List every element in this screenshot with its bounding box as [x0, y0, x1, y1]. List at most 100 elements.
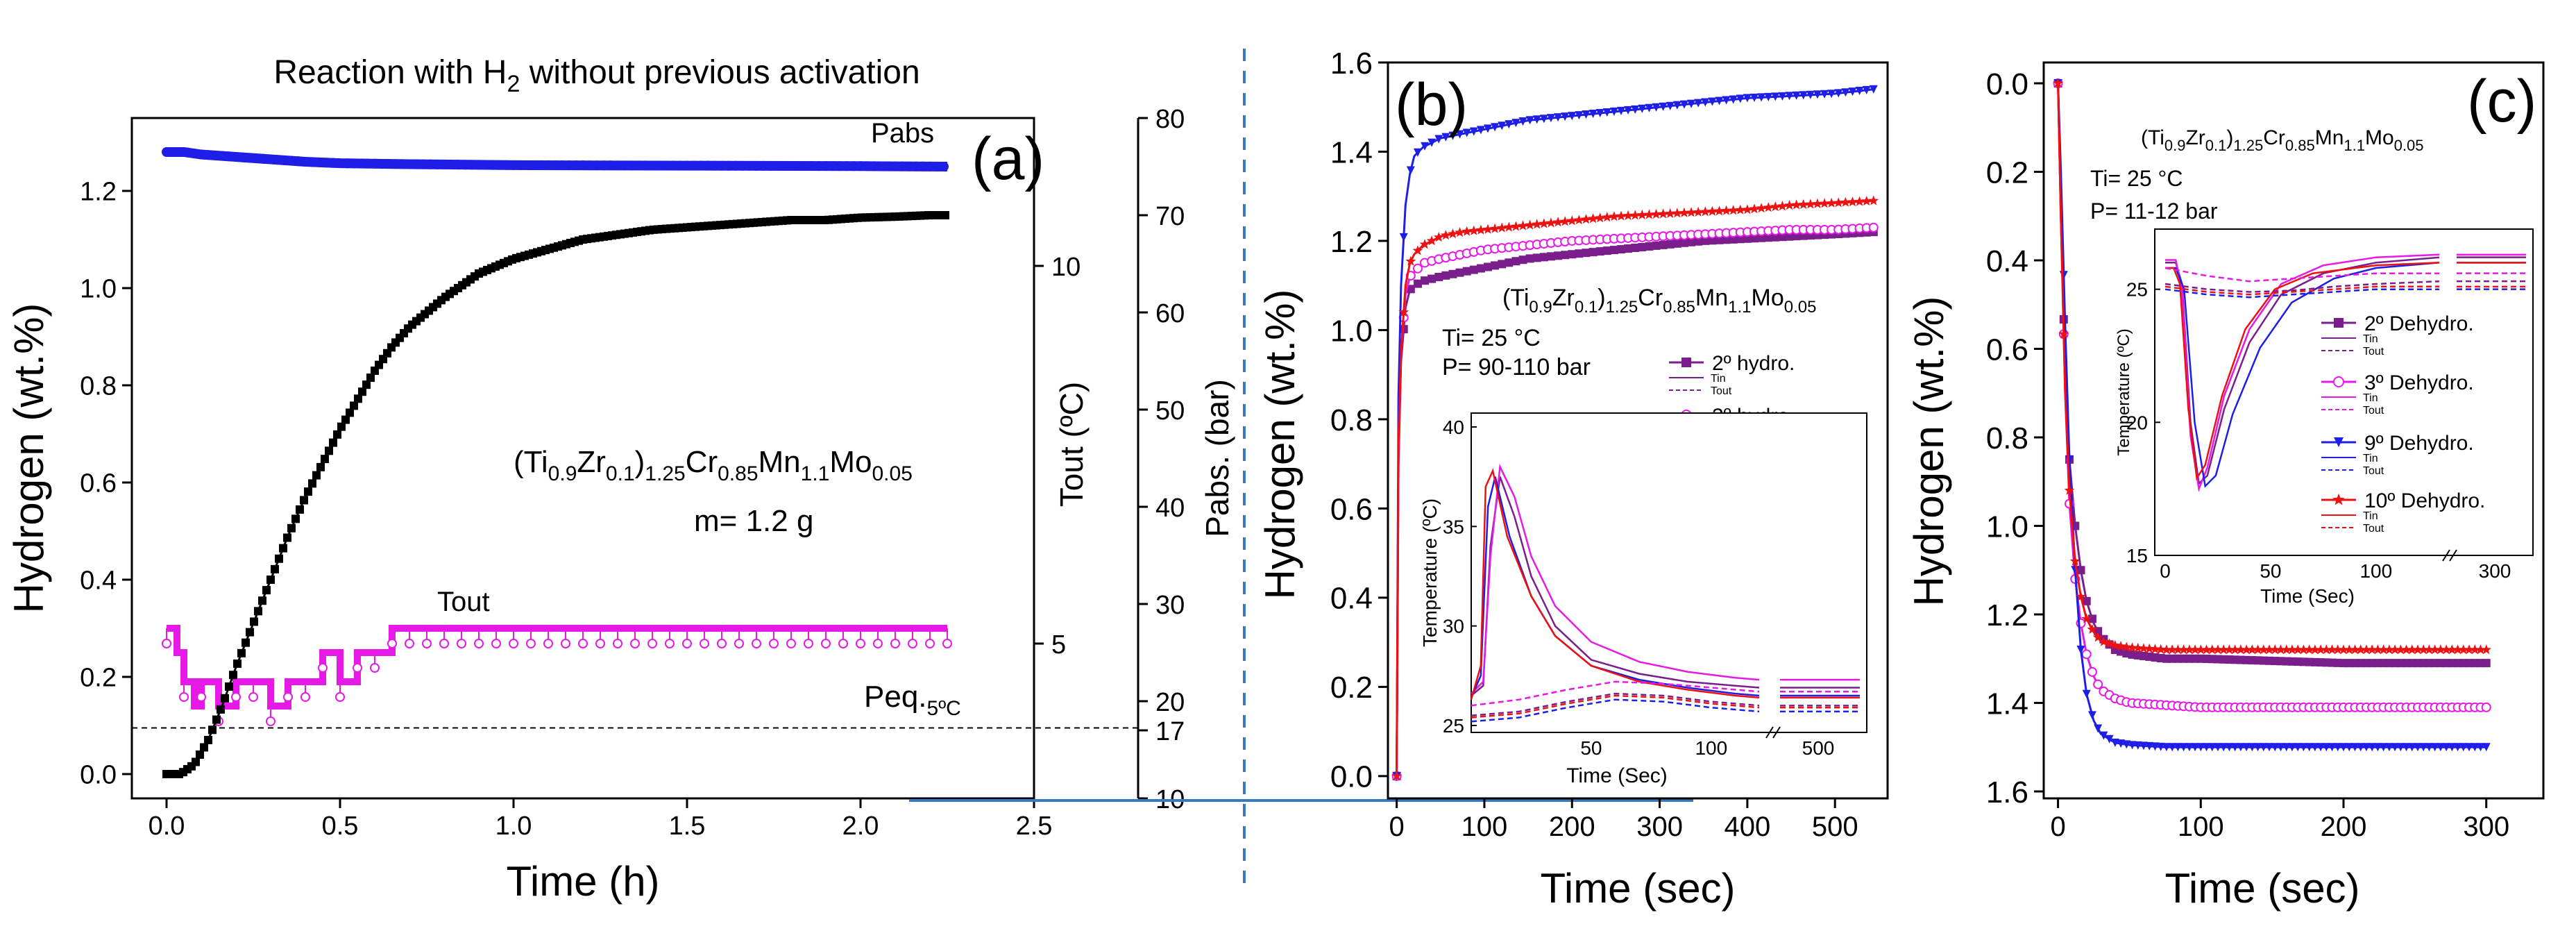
b-series-4-point [1798, 199, 1809, 209]
pabs-point [592, 160, 602, 171]
hydrogen-series-point [362, 380, 371, 389]
panel-b: 0.0 0.2 0.4 0.6 0.8 1.0 1.2 1.4 1.6 0 100 200 300 400… [1257, 47, 1889, 912]
b-series-1-point [1582, 249, 1591, 258]
c-series-3-point [2076, 646, 2085, 654]
hydrogen-series-point [312, 471, 321, 480]
c-series-3-point [2362, 743, 2371, 752]
pabs-point [641, 160, 650, 171]
c-series-4-point [2321, 644, 2332, 655]
b-series-3-point [1532, 115, 1541, 124]
pabs-point [863, 161, 872, 171]
b-series-3-point [1505, 120, 1514, 129]
b-inset-curve-8 [1471, 694, 1760, 719]
c-series-4-point [2475, 644, 2486, 655]
b-series-4-point [1714, 205, 1725, 216]
c-x-tick-label: 300 [2463, 812, 2509, 842]
c-y-tick-label: 1.6 [1986, 775, 2028, 809]
b-series-4-point [1622, 210, 1634, 220]
panel-a-ylabel: Hydrogen (wt.%) [6, 303, 52, 614]
hydrogen-series-point [275, 554, 283, 563]
b-inset-xlabel: Time (Sec) [1566, 764, 1668, 787]
c-series-4-point [2304, 644, 2314, 655]
b-inset-x-tick-label: 50 [1580, 737, 1602, 759]
b-series-4-point [1609, 211, 1620, 221]
b-series-4-point [1503, 221, 1514, 232]
b-series-1-point [1624, 244, 1633, 253]
tout-point [682, 639, 692, 648]
b-y-tick-label: 1.2 [1330, 225, 1373, 259]
pabs-point [418, 159, 428, 169]
pabs-point [203, 150, 213, 160]
a-x-tick-label: 2.5 [1016, 812, 1053, 841]
c-series-3-point [2442, 743, 2451, 752]
panel-b-plot-frame [1387, 61, 1889, 800]
c-legend-label: 9º Dehydro. [2364, 432, 2474, 455]
c-series-4-point [2469, 644, 2480, 655]
c-series-3-point [2476, 743, 2485, 752]
pabs-point [196, 149, 206, 160]
panel-a-peq-label: Peq.5ºC [864, 680, 961, 720]
c-series-4-point [2092, 632, 2103, 642]
c-y-tick-label: 1.2 [1986, 598, 2028, 632]
b-series-3-point [1406, 166, 1415, 175]
b-series-4-point [1805, 199, 1816, 209]
tout-point [422, 639, 432, 648]
c-series-3-point [2087, 711, 2096, 720]
c-series-4-point [2081, 613, 2092, 623]
c-series-3-point [2248, 743, 2257, 752]
c-series-2-point [2087, 666, 2097, 677]
tout-step-line [167, 625, 947, 710]
pabs-point [169, 147, 178, 157]
b-series-1-point [1532, 253, 1541, 262]
pabs-point [731, 160, 740, 171]
c-series-4-point [2458, 644, 2469, 655]
a-y-tick-label: 0.0 [80, 761, 117, 790]
c-x-tick-label: 100 [2178, 812, 2224, 842]
hydrogen-series-point [358, 387, 366, 396]
b-series-1-point [1434, 273, 1443, 282]
pabs-axis-tick-label: 60 [1155, 299, 1185, 328]
b-series-3-point [1848, 87, 1857, 96]
panel-c-compound: (Ti0.9Zr0.1)1.25Cr0.85Mn1.1Mo0.05 [2141, 126, 2424, 154]
pabs-point [467, 160, 477, 170]
c-series-4-point [2173, 644, 2183, 655]
c-series-3-point [2105, 735, 2114, 744]
a-x-tick-label: 1.0 [495, 812, 532, 841]
b-series-4-point [1532, 219, 1543, 229]
b-series-1-point [1498, 260, 1507, 269]
b-series-3-point [1701, 98, 1710, 107]
tout-point [335, 692, 345, 702]
b-series-3-point [1539, 115, 1548, 124]
tout-point [509, 639, 518, 648]
panel-b-inset: 25 30 35 40 50 100 500 Temperature (ºC) Time (Se… [1419, 412, 1867, 787]
c-legend-marker [2334, 437, 2344, 447]
c-legend-marker [2334, 318, 2344, 328]
pabs-point [682, 160, 692, 171]
pabs-point [842, 161, 851, 171]
b-series-3-point [1736, 94, 1745, 103]
b-series-4-point [1728, 205, 1739, 215]
b-series-1-point [1715, 235, 1724, 244]
c-legend-marker [2332, 493, 2345, 505]
b-series-4-point [1455, 227, 1465, 237]
b-series-3-point [1491, 123, 1500, 132]
c-series-4-point [2378, 644, 2389, 655]
c-series-3-point [2282, 743, 2291, 752]
c-series-4-point [2241, 644, 2252, 655]
c-series-3-point [2425, 743, 2434, 752]
tout-point [491, 639, 501, 648]
b-series-1-point [1652, 241, 1661, 250]
b-series-4-point [1770, 201, 1781, 212]
b-series-1-point [1448, 269, 1457, 278]
a-y-tick-label: 0.6 [80, 469, 117, 498]
b-series-4-point [1629, 210, 1641, 220]
b-x-tick-label: 0 [1389, 812, 1405, 842]
pabs-point [613, 160, 622, 171]
c-series-4-point [2412, 644, 2423, 655]
pabs-point [807, 161, 817, 171]
pabs-point [571, 160, 581, 171]
pabs-point [925, 161, 935, 171]
pabs-point [606, 160, 616, 171]
b-series-4-point [1777, 201, 1788, 211]
